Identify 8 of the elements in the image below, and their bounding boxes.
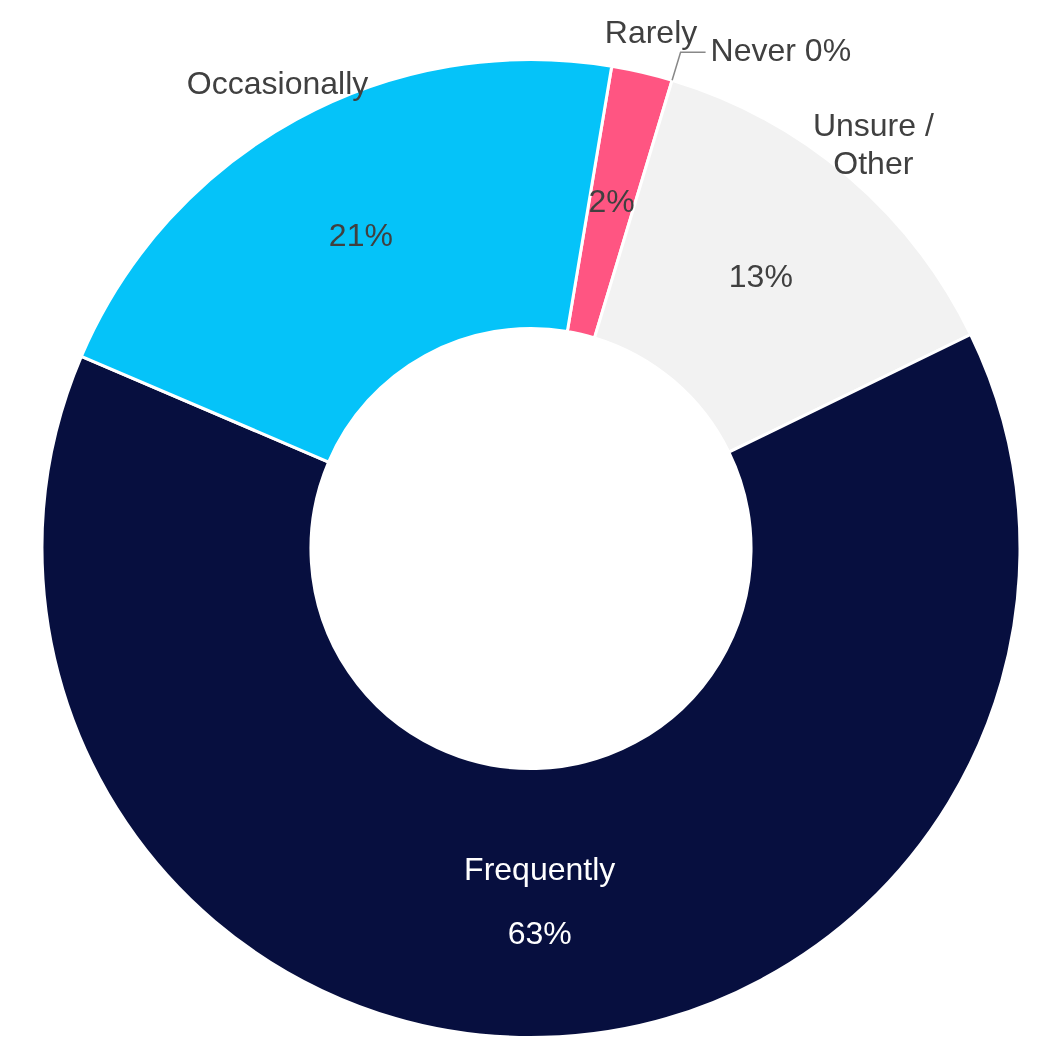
- data-label: 21%: [328, 217, 393, 254]
- data-label: 13%: [728, 258, 793, 295]
- slice-label: Frequently: [464, 850, 616, 887]
- slice-label: Unsure / Other: [812, 107, 934, 182]
- slice-label: Occasionally: [186, 65, 369, 102]
- data-label: 63%: [507, 914, 572, 951]
- category-label: Never 0%: [710, 32, 852, 69]
- slice-label: Rarely: [604, 14, 698, 51]
